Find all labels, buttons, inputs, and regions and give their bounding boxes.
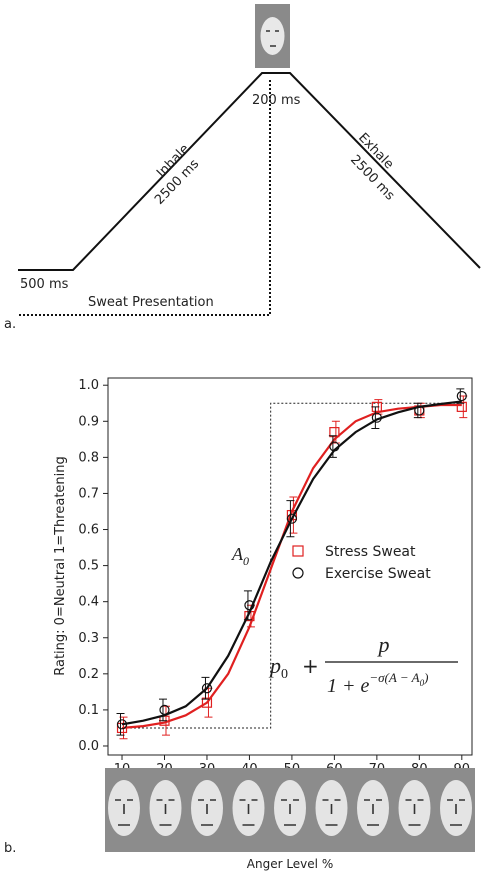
face-features <box>447 799 465 826</box>
annotation-text: A <box>231 544 244 564</box>
marker <box>159 704 170 716</box>
formula-plus: + <box>302 654 319 678</box>
marker <box>329 441 340 452</box>
annotation-sub: 0 <box>243 554 249 568</box>
legend-label: Exercise Sweat <box>325 566 431 582</box>
face-features <box>405 799 424 826</box>
y-tick-label: 0.1 <box>78 703 99 718</box>
y-tick-label: 0.7 <box>78 486 99 501</box>
marker <box>201 697 213 708</box>
error-bar <box>371 406 380 430</box>
marker <box>286 513 298 524</box>
label: 200 ms <box>252 93 301 108</box>
face-features <box>239 799 258 826</box>
legend-label: Stress Sweat <box>325 544 416 560</box>
y-tick-label: 0.4 <box>78 595 99 610</box>
error-bar <box>286 500 295 538</box>
breath-line <box>18 72 481 271</box>
formula-sub: 0 <box>281 667 288 682</box>
error-bar <box>201 676 210 700</box>
error-bar <box>116 713 125 736</box>
y-tick-label: 0.8 <box>78 450 99 465</box>
error-bar <box>243 590 252 621</box>
face-features <box>198 799 216 826</box>
error-bar <box>158 698 167 722</box>
formula-numerator: p <box>377 632 390 657</box>
y-tick-label: 1.0 <box>78 378 99 393</box>
x-axis-label: Anger Level % <box>247 857 333 871</box>
y-tick-label: 0.5 <box>78 559 99 574</box>
fit-curve <box>121 400 462 726</box>
y-tick-label: 0.6 <box>78 523 99 538</box>
formula-p: p <box>268 653 281 678</box>
marker <box>456 390 467 402</box>
legend-marker <box>292 545 304 557</box>
formula-exp: −σ(A − A <box>369 670 419 685</box>
face-features <box>266 30 279 47</box>
face-features <box>281 799 299 826</box>
marker <box>414 405 425 416</box>
formula-den: 1 + e <box>327 675 369 697</box>
face-features <box>115 799 133 826</box>
y-tick-label: 0.3 <box>78 631 99 646</box>
formula-exp-end: ) <box>423 670 428 685</box>
annotation: A0 <box>231 544 249 568</box>
formula-base: p0 <box>268 653 288 682</box>
y-axis-label: Rating: 0=Neutral 1=Threatening <box>53 456 68 676</box>
step-line <box>122 402 462 729</box>
face-features <box>364 799 382 826</box>
marker <box>244 600 255 611</box>
label: Sweat Presentation <box>88 295 214 310</box>
y-tick-label: 0.0 <box>78 739 99 754</box>
panel-label: b. <box>4 841 16 856</box>
y-tick-label: 0.2 <box>78 667 99 682</box>
formula-denominator: 1 + e−σ(A − A0) <box>327 670 428 697</box>
marker <box>116 719 128 730</box>
label: 500 ms <box>20 277 69 292</box>
y-tick-label: 0.9 <box>78 414 99 429</box>
face-features <box>322 799 341 826</box>
error-bar <box>328 435 337 458</box>
plot-frame <box>107 377 473 756</box>
fit-curve <box>121 403 462 730</box>
legend-marker <box>292 567 304 579</box>
panel-label: a. <box>4 317 16 332</box>
marker <box>201 683 213 694</box>
face-features <box>156 799 175 826</box>
marker <box>371 412 382 423</box>
formula-exp-sub: 0 <box>420 678 425 688</box>
protocol-diagram: 500 ms Inhale 2500 ms 200 ms Exhale 2500… <box>4 4 481 332</box>
face <box>260 17 285 55</box>
marker <box>329 427 340 438</box>
formula: p0 + p 1 + e−σ(A − A0) <box>268 632 458 697</box>
